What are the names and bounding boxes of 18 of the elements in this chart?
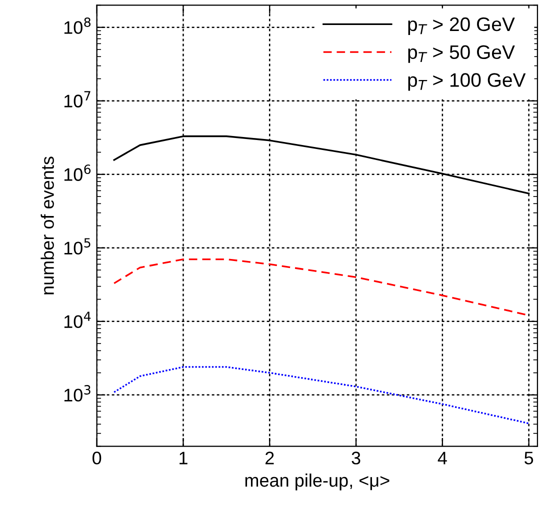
- legend-label: p$_{T}$ > 100 GeV: [408, 73, 526, 91]
- x-tick-label: 4: [438, 452, 447, 464]
- y-tick-label: 10$^{7}$: [64, 91, 90, 108]
- y-tick-label: 10$^{3}$: [64, 385, 90, 402]
- x-tick-label: 5: [524, 452, 534, 464]
- legend-label: p$_{T}$ > 50 GeV: [408, 45, 515, 63]
- y-tick-label: 10$^{4}$: [64, 312, 91, 328]
- y-tick-label: 10$^{8}$: [64, 17, 91, 34]
- y-tick-label: 10$^{5}$: [64, 238, 90, 254]
- x-axis-title: mean pile-up, <μ>: [245, 474, 390, 490]
- line-series: [113, 366, 530, 424]
- y-tick-label: 10$^{6}$: [64, 164, 91, 181]
- legend-label: p$_{T}$ > 20 GeV: [408, 17, 515, 35]
- x-tick-label: 0: [92, 452, 102, 464]
- x-tick-label: 1: [180, 452, 188, 464]
- x-tick-label: 2: [266, 452, 274, 464]
- x-tick-label: 3: [352, 452, 360, 464]
- y-axis-title: number of events: [40, 156, 54, 294]
